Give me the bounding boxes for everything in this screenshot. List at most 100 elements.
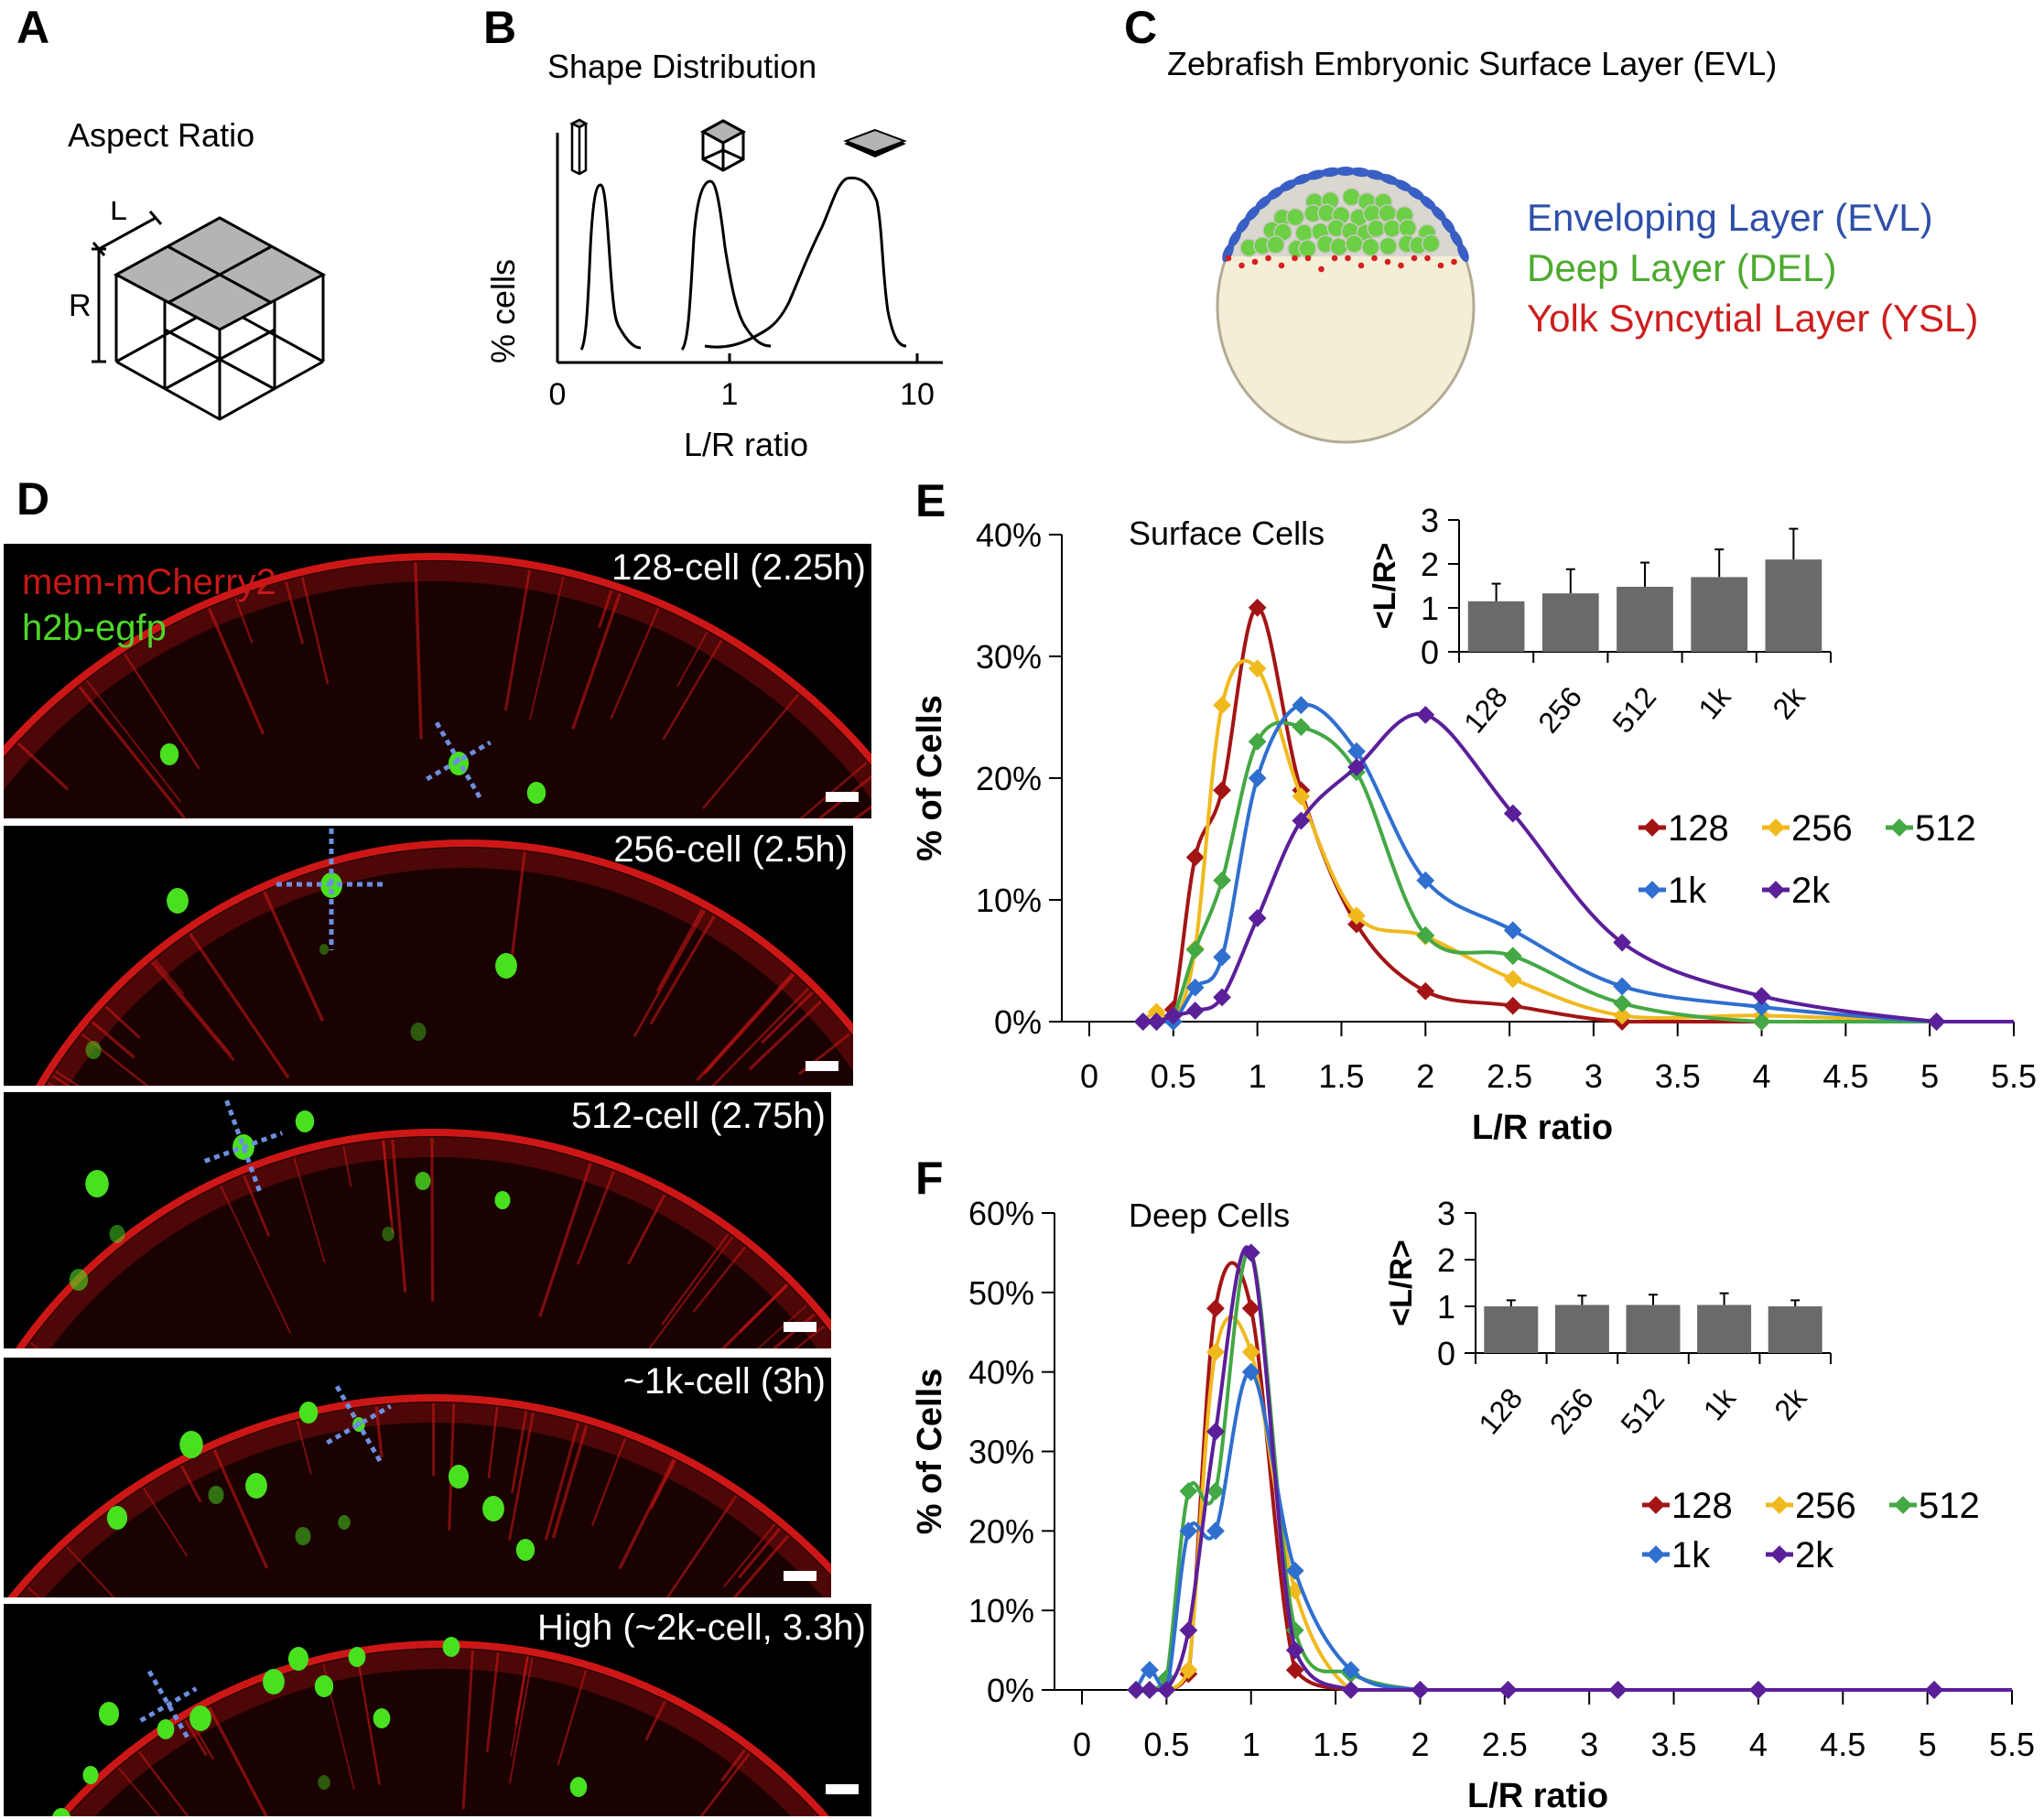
nucleus — [189, 1705, 211, 1731]
y-tick-label: 60% — [968, 1195, 1034, 1232]
surface-cells-chart: Surface Cells 0% 10% 20% 30% 40% % of Cells 0 0.… — [915, 502, 2037, 1147]
membrane-outline — [36, 839, 853, 1086]
membrane-line — [220, 1185, 292, 1334]
data-point — [1503, 969, 1522, 989]
legend-item-256: 256 — [1762, 808, 1853, 849]
ysl-nucleus — [1345, 254, 1351, 262]
deep-cell — [1298, 239, 1317, 258]
membrane-line — [723, 1523, 776, 1587]
nucleus — [85, 1170, 109, 1197]
membrane-line — [51, 1074, 71, 1086]
x-tick-label: 5.5 — [1989, 1726, 2035, 1763]
membrane-line — [799, 762, 868, 818]
shape-distribution-chart: % cells 0 1 10 L/R ratio — [484, 118, 943, 463]
membrane-line — [150, 961, 235, 1062]
data-point — [1341, 1681, 1360, 1699]
ysl-nucleus — [1451, 258, 1457, 265]
micrograph-2k-cell: High (~2k-cell, 3.3h) — [4, 1604, 871, 1816]
squamous-cell-icon — [843, 128, 907, 157]
inset-x-tick-label: 2k — [1766, 680, 1811, 726]
membrane-line — [510, 1656, 529, 1757]
data-point — [1749, 1681, 1768, 1699]
data-point — [1147, 1002, 1166, 1022]
inset-bar-128 — [1467, 601, 1525, 652]
x-axis-label: L/R ratio — [1467, 1777, 1608, 1815]
x-tick-label: 2.5 — [1482, 1726, 1528, 1763]
nucleus — [569, 1777, 588, 1797]
legend-marker — [1647, 1496, 1665, 1514]
legend-marker — [1894, 1496, 1912, 1514]
inset-x-tick-label: 512 — [1606, 680, 1662, 739]
membrane-line — [124, 653, 200, 770]
micrograph-128-cell: mem-mCherry2 h2b-egfp 128-cell (2.25h) — [4, 544, 871, 818]
inset-bar-256 — [1554, 1305, 1609, 1353]
inset-x-tick-label: 128 — [1457, 680, 1514, 739]
y-tick-label: 0% — [987, 1672, 1034, 1709]
nucleus — [348, 1647, 366, 1667]
inset-x-tick-label: 256 — [1543, 1381, 1600, 1440]
measurement-axis-height — [224, 1099, 263, 1195]
membrane-line — [692, 1246, 747, 1313]
data-point — [1503, 996, 1522, 1015]
x-tick-label: 3.5 — [1655, 1057, 1701, 1095]
legend-label: 2k — [1791, 871, 1831, 911]
series-line — [1142, 720, 2014, 1024]
data-point — [1248, 909, 1267, 927]
panel-letter-a: A — [16, 2, 50, 53]
evl-cell — [1350, 167, 1371, 178]
ysl-nucleus — [1424, 254, 1431, 262]
legend-item-256: 256 — [1766, 1486, 1856, 1526]
membrane-line — [648, 1236, 734, 1348]
stage-label: 128-cell (2.25h) — [611, 547, 866, 588]
stage-label: 512-cell (2.75h) — [571, 1096, 826, 1136]
deep-cell — [1329, 237, 1349, 256]
legend-marker — [1767, 818, 1785, 837]
inset-y-label: <L/R> — [1368, 543, 1402, 629]
b-xtick-0: 0 — [549, 377, 567, 412]
measurement-axis-length — [426, 740, 492, 782]
data-point — [1206, 1299, 1225, 1318]
deep-cell — [1379, 236, 1398, 256]
membrane-line — [16, 742, 70, 791]
legend-evl: Enveloping Layer (EVL) — [1527, 196, 1933, 239]
ysl-nucleus — [1357, 262, 1365, 269]
deep-cell — [1345, 234, 1364, 254]
nucleus — [263, 1669, 285, 1694]
x-tick-label: 4 — [1753, 1057, 1771, 1095]
membrane-line — [662, 639, 723, 741]
data-point — [1927, 1012, 1946, 1031]
inset-bar-1k — [1697, 1305, 1752, 1353]
data-point — [1185, 848, 1205, 867]
membrane-line — [356, 1656, 381, 1785]
membrane-line — [189, 933, 290, 1079]
x-axis-label: L/R ratio — [1472, 1109, 1613, 1147]
chart-title: Surface Cells — [1129, 514, 1325, 552]
data-point — [1213, 947, 1231, 967]
data-point — [1213, 988, 1231, 1007]
membrane-outline — [4, 553, 871, 766]
y-tick-label: 40% — [976, 516, 1042, 554]
membrane-line — [137, 1750, 189, 1816]
inset-y-tick-label: 3 — [1437, 1195, 1455, 1232]
nucleus — [208, 1486, 224, 1504]
data-point — [1503, 921, 1522, 940]
membrane-line — [661, 1233, 730, 1326]
ysl-nucleus — [1304, 254, 1312, 262]
deep-cell — [1398, 218, 1418, 238]
data-point — [1752, 1012, 1771, 1031]
chart-title: Deep Cells — [1129, 1196, 1290, 1234]
aspect-ratio-diagram: L R — [69, 201, 327, 421]
ysl-nucleus — [1331, 254, 1338, 262]
ysl-nucleus — [1411, 254, 1418, 262]
membrane-line — [511, 1411, 528, 1494]
membrane-line — [374, 1406, 384, 1458]
membrane-outline — [56, 1640, 830, 1816]
scale-bar — [826, 1784, 859, 1794]
b-xlabel: L/R ratio — [684, 426, 808, 463]
membrane-line — [761, 991, 814, 1045]
ysl-nucleus — [1318, 265, 1325, 273]
x-tick-label: 2.5 — [1487, 1057, 1532, 1095]
membrane-line — [699, 1752, 751, 1816]
inset-x-tick-label: 512 — [1614, 1381, 1671, 1440]
y-tick-label: 30% — [976, 638, 1042, 676]
